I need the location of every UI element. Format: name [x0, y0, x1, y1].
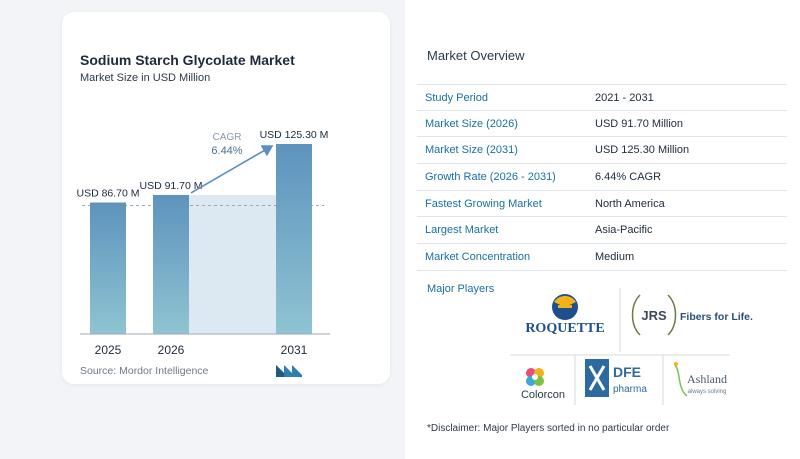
row-value: 2021 - 2031	[595, 92, 654, 104]
chart-subtitle: Market Size in USD Million	[80, 72, 211, 84]
roquette-wordmark: ROQUETTE	[525, 321, 604, 336]
jrs-tagline: Fibers for Life.	[680, 311, 753, 323]
row-value: Medium	[595, 251, 635, 264]
row-value: North America	[595, 197, 665, 210]
source-note: Source: Mordor Intelligence	[80, 365, 209, 377]
row-label: Market Size (2026)	[425, 117, 518, 130]
x-tick-2031: 2031	[281, 343, 308, 357]
row-label: Study Period	[425, 92, 488, 104]
dfe-sub-wordmark: pharma	[613, 384, 647, 395]
table-row: Growth Rate (2026 - 2031) 6.44% CAGR	[417, 164, 787, 191]
row-label: Largest Market	[425, 224, 499, 237]
x-tick-2025: 2025	[95, 343, 122, 357]
bar-2025	[90, 202, 126, 334]
overview-title: Market Overview	[427, 48, 525, 63]
row-value: USD 91.70 Million	[595, 117, 684, 130]
chart-card: Sodium Starch Glycolate Market Market Si…	[62, 12, 390, 384]
jrs-logo: JRS Fibers for Life.	[631, 294, 753, 336]
cagr-label: CAGR	[213, 132, 242, 143]
row-value: Asia-Pacific	[595, 224, 653, 237]
bar-2031	[276, 144, 312, 334]
ashland-tagline: always solving	[688, 389, 727, 395]
data-label-2025: USD 86.70 M	[76, 188, 139, 200]
row-label: Fastest Growing Market	[425, 197, 542, 210]
row-label: Market Size (2031)	[425, 144, 518, 157]
roquette-logo: ROQUETTE	[525, 294, 605, 336]
mordor-logo-icon	[276, 365, 302, 377]
dfe-wordmark: DFE	[613, 364, 641, 380]
players-title: Major Players	[427, 283, 495, 295]
growth-shade	[189, 194, 276, 334]
colorcon-logo: Colorcon	[521, 368, 565, 401]
x-tick-2026: 2026	[158, 343, 185, 357]
ashland-logo: Ashland always solving	[674, 362, 727, 397]
bar-2026	[153, 194, 189, 334]
row-label: Growth Rate (2026 - 2031)	[425, 171, 556, 184]
jrs-wordmark: JRS	[641, 308, 667, 323]
overview-table: Study Period 2021 - 2031 Market Size (202…	[417, 84, 787, 271]
ashland-wordmark: Ashland	[687, 372, 727, 386]
cagr-value: 6.44%	[211, 145, 242, 157]
table-row: Study Period 2021 - 2031	[417, 84, 787, 111]
table-row: Fastest Growing Market North America	[417, 191, 787, 218]
colorcon-wordmark: Colorcon	[521, 389, 565, 401]
row-value: USD 125.30 Million	[595, 144, 690, 157]
table-row: Largest Market Asia-Pacific	[417, 217, 787, 245]
row-label: Market Concentration	[425, 251, 531, 264]
dfe-pharma-logo: DFE pharma	[585, 359, 647, 397]
bar-chart: USD 86.70 M 2025 USD 91.70 M 2026 USD 125.30…	[76, 129, 330, 357]
cagr-arrow	[190, 145, 274, 194]
table-row: Market Size (2026) USD 91.70 Million	[417, 111, 787, 138]
chart-title: Sodium Starch Glycolate Market	[80, 52, 295, 68]
data-label-2031: USD 125.30 M	[260, 129, 329, 141]
row-value: 6.44% CAGR	[595, 171, 662, 184]
table-row: Market Concentration Medium	[417, 244, 787, 271]
disclaimer-note: *Disclaimer: Major Players sorted in no …	[427, 423, 670, 434]
players-logo-grid: ROQUETTE JRS Fibers for Life. Colorcon D…	[510, 288, 753, 405]
table-row: Market Size (2031) USD 125.30 Million	[417, 137, 787, 165]
overview-panel: Market Overview Study Period 2021 - 2031 …	[405, 0, 800, 459]
data-label-2026: USD 91.70 M	[139, 180, 202, 192]
